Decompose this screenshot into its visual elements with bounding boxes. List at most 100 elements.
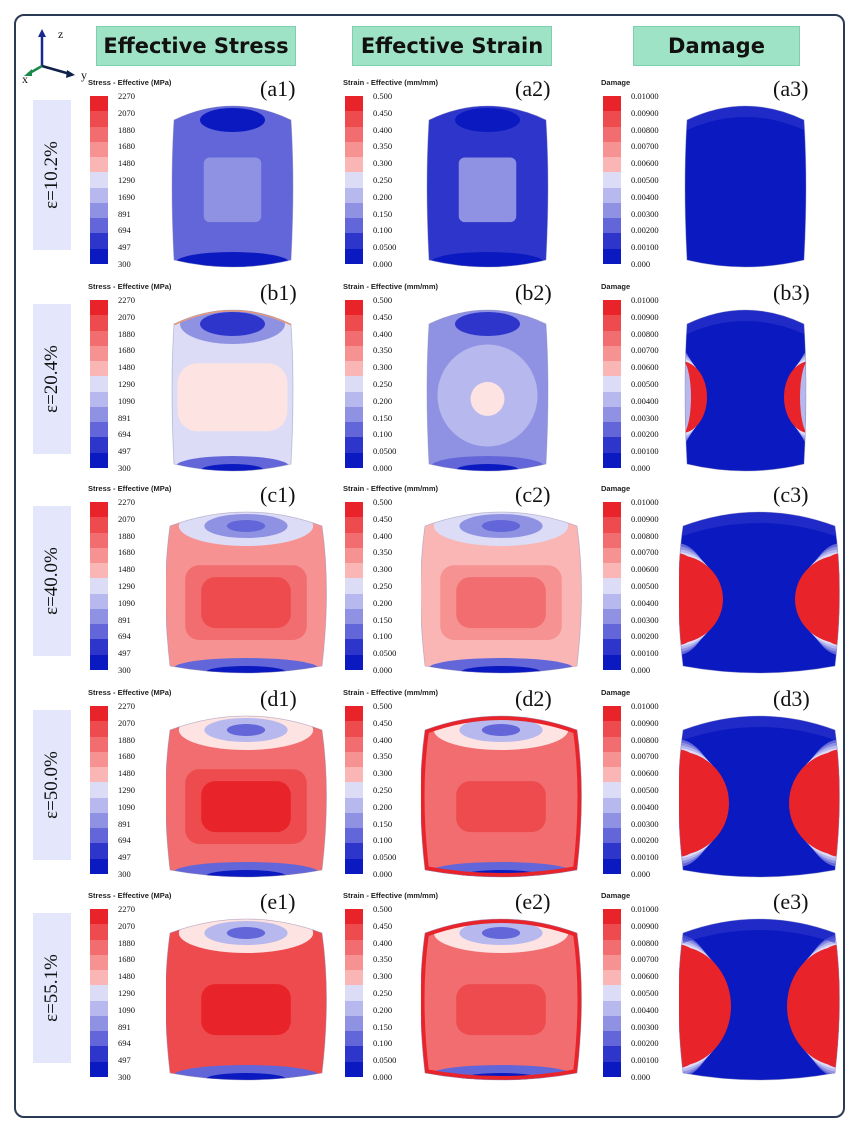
- legend-tick-label: 0.400: [373, 124, 393, 135]
- legend-tick-label: 0.00100: [631, 648, 659, 659]
- legend-tick-label: 2070: [118, 311, 135, 322]
- legend-tick-label: 0.250: [373, 988, 393, 998]
- cylinder-contour-plot: [166, 715, 327, 878]
- strain-level-label: ε=50.0%: [41, 751, 62, 819]
- legend-colorbar: [603, 706, 621, 874]
- legend-tick-label: 0.01000: [631, 904, 659, 914]
- legend-tick-label: 0.00400: [631, 801, 659, 812]
- legend-tick-label: 0.00100: [631, 242, 659, 253]
- legend-tick-label: 2070: [118, 920, 135, 931]
- legend-tick-label: 0.00800: [631, 734, 659, 745]
- legend-tick-label: 0.00100: [631, 852, 659, 863]
- legend-tick-label: 300: [118, 259, 131, 269]
- legend-tick-label: 0.00100: [631, 446, 659, 457]
- legend-tick-label: 0.450: [373, 513, 393, 524]
- legend-tick-label: 0.300: [373, 158, 393, 169]
- legend-ticks: 2270 2070 1880 1680 1480 1290 1090 891 694 497 300: [118, 497, 168, 675]
- axis-y-label: y: [81, 68, 87, 82]
- legend-tick-label: 1090: [118, 395, 135, 406]
- legend-ticks: 0.01000 0.00900 0.00800 0.00700 0.00600 0.005…: [631, 904, 681, 1082]
- legend-tick-label: 0.300: [373, 768, 393, 779]
- legend-colorbar: [345, 502, 363, 670]
- legend-tick-label: 0.00300: [631, 412, 659, 423]
- legend-tick-label: 497: [118, 446, 131, 457]
- panel-label: (d2): [515, 686, 552, 711]
- legend-ticks: 0.01000 0.00900 0.00800 0.00700 0.00600 0.005…: [631, 497, 681, 675]
- legend-ticks: 0.500 0.450 0.400 0.350 0.300 0.250 0.200 0.150…: [373, 701, 423, 879]
- panel-label: (b3): [773, 280, 810, 305]
- legend-tick-label: 0.01000: [631, 91, 659, 101]
- legend-colorbar: [90, 96, 108, 264]
- legend-tick-label: 0.0500: [373, 242, 397, 253]
- strain-level-box: ε=55.1%: [33, 913, 71, 1063]
- strain-level-box: ε=20.4%: [33, 304, 71, 454]
- legend-title: Strain - Effective (mm/mm): [343, 688, 439, 697]
- legend-colorbar: [603, 300, 621, 468]
- legend-colorbar: [345, 706, 363, 874]
- legend-tick-label: 1680: [118, 141, 135, 152]
- legend-tick-label: 0.00200: [631, 631, 659, 642]
- legend-tick-label: 0.100: [373, 1038, 393, 1049]
- panel-label: (c1): [260, 482, 296, 507]
- legend-tick-label: 891: [118, 412, 131, 423]
- legend-tick-label: 1290: [118, 175, 135, 185]
- legend-tick-label: 0.450: [373, 920, 393, 931]
- legend-tick-label: 0.00300: [631, 208, 659, 219]
- legend-tick-label: 0.0500: [373, 446, 397, 457]
- legend-tick-label: 1880: [118, 937, 135, 948]
- legend-tick-label: 0.0500: [373, 1055, 397, 1066]
- panel-label: (e1): [260, 889, 296, 914]
- legend-tick-label: 0.00900: [631, 513, 659, 524]
- legend-tick-label: 0.00600: [631, 971, 659, 982]
- legend-tick-label: 1680: [118, 751, 135, 762]
- legend-tick-label: 0.00200: [631, 429, 659, 440]
- cylinder-contour-plot: [679, 511, 840, 674]
- legend-tick-label: 0.200: [373, 1004, 393, 1015]
- legend-tick-label: 1480: [118, 362, 135, 373]
- legend-tick-label: 1880: [118, 734, 135, 745]
- panel-label: (e2): [515, 889, 551, 914]
- legend-colorbar: [90, 909, 108, 1077]
- legend-tick-label: 2270: [118, 295, 135, 305]
- legend-tick-label: 1090: [118, 597, 135, 608]
- legend-ticks: 0.500 0.450 0.400 0.350 0.300 0.250 0.200 0.150…: [373, 295, 423, 473]
- legend-tick-label: 1290: [118, 581, 135, 591]
- legend-tick-label: 0.150: [373, 614, 393, 625]
- legend-ticks: 0.01000 0.00900 0.00800 0.00700 0.00600 0.005…: [631, 701, 681, 879]
- legend-tick-label: 0.450: [373, 311, 393, 322]
- legend-title: Stress - Effective (MPa): [88, 688, 172, 697]
- legend-ticks: 0.500 0.450 0.400 0.350 0.300 0.250 0.200 0.150…: [373, 904, 423, 1082]
- legend-tick-label: 1680: [118, 954, 135, 965]
- panel-label: (c3): [773, 482, 809, 507]
- legend-tick-label: 694: [118, 225, 131, 236]
- legend-tick-label: 0.0500: [373, 648, 397, 659]
- legend-tick-label: 1290: [118, 379, 135, 389]
- panel-label: (b1): [260, 280, 297, 305]
- legend-title: Damage: [601, 282, 631, 291]
- panel-label: (a2): [515, 76, 551, 101]
- legend-tick-label: 0.00500: [631, 988, 659, 998]
- legend-tick-label: 694: [118, 1038, 131, 1049]
- legend-tick-label: 0.500: [373, 497, 393, 507]
- legend-tick-label: 0.00400: [631, 597, 659, 608]
- legend-tick-label: 0.00600: [631, 158, 659, 169]
- legend-tick-label: 0.00800: [631, 530, 659, 541]
- legend-ticks: 0.01000 0.00900 0.00800 0.00700 0.00600 0.005…: [631, 295, 681, 473]
- legend-tick-label: 0.00500: [631, 581, 659, 591]
- legend-tick-label: 0.00700: [631, 345, 659, 356]
- legend-tick-label: 1880: [118, 530, 135, 541]
- legend-tick-label: 300: [118, 463, 131, 473]
- legend-tick-label: 0.500: [373, 904, 393, 914]
- legend-tick-label: 0.00600: [631, 768, 659, 779]
- legend-tick-label: 694: [118, 631, 131, 642]
- legend-tick-label: 0.100: [373, 429, 393, 440]
- legend-tick-label: 0.00300: [631, 1021, 659, 1032]
- legend-ticks: 0.500 0.450 0.400 0.350 0.300 0.250 0.200 0.150…: [373, 91, 423, 269]
- legend-tick-label: 2270: [118, 701, 135, 711]
- legend-tick-label: 1480: [118, 158, 135, 169]
- legend-title: Strain - Effective (mm/mm): [343, 78, 439, 87]
- legend-tick-label: 497: [118, 242, 131, 253]
- legend-tick-label: 0.00100: [631, 1055, 659, 1066]
- legend-tick-label: 0.00700: [631, 141, 659, 152]
- legend-tick-label: 0.000: [631, 259, 651, 269]
